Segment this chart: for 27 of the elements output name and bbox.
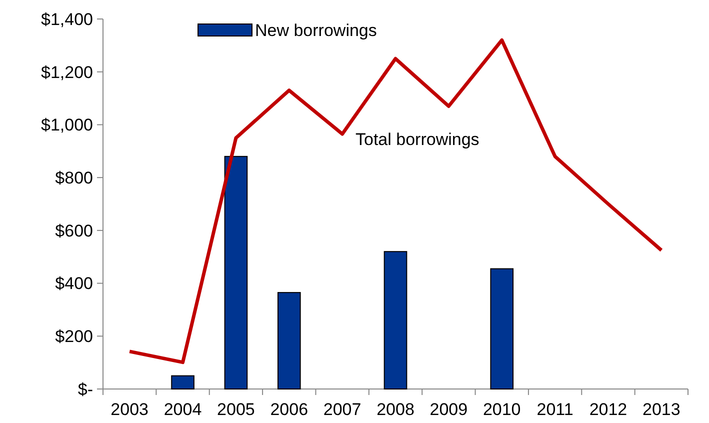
bar (384, 251, 408, 390)
y-tick-label: $800 (55, 168, 93, 188)
x-tick-label: 2008 (376, 400, 414, 419)
y-tick-label: $600 (55, 221, 93, 240)
x-tick-label: 2009 (430, 400, 468, 419)
bar (224, 156, 248, 390)
x-tick-label: 2013 (642, 400, 680, 419)
y-tick-label: $- (78, 380, 93, 399)
y-tick-label: $1,000 (41, 116, 93, 135)
x-tick-label: 2007 (323, 400, 362, 419)
x-tick-label: 2003 (110, 400, 149, 419)
y-tick-label: $1,400 (41, 10, 93, 29)
legend-label: New borrowings (255, 20, 377, 40)
x-tick-label: 2010 (482, 400, 521, 419)
bar (171, 375, 194, 390)
x-tick-label: 2011 (536, 400, 574, 419)
x-tick-label: 2006 (270, 400, 308, 419)
y-tick-label: $1,200 (41, 62, 93, 82)
y-tick-label: $200 (55, 327, 93, 346)
bar (277, 292, 301, 390)
x-tick-label: 2012 (589, 400, 628, 419)
y-tick-label: $400 (55, 274, 93, 294)
line-series (128, 38, 664, 364)
x-tick-label: 2004 (164, 400, 202, 419)
bar (490, 268, 514, 390)
series-label: Total borrowings (356, 130, 480, 149)
x-tick-label: 2005 (217, 400, 255, 419)
